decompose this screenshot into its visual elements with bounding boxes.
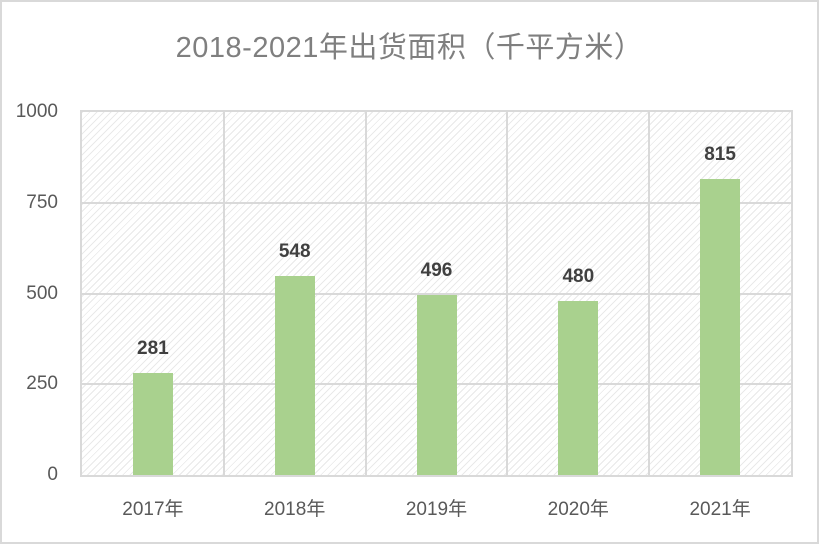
x-tick-label: 2017年 [122,499,184,520]
bar-value-label: 281 [137,338,169,359]
bar-2020年 [558,300,599,475]
x-tick-label: 2020年 [547,499,609,520]
plot-area: 281 548 496 480 815 [80,110,793,477]
y-tick-label: 0 [47,464,58,485]
bar-value-label: 815 [704,144,736,166]
y-tick-label: 500 [26,282,58,304]
chart-title: 2018-2021年出货面积（千平方米） [175,32,644,64]
horizontal-gridline [82,201,791,204]
bar-value-label: 496 [420,259,453,281]
bar-2018年 [274,276,315,475]
horizontal-gridline [82,292,791,295]
bar-2019年 [416,294,457,475]
x-tick-label: 2018年 [264,499,326,520]
bar-value-label: 548 [278,241,311,263]
bar-2021年 [700,179,741,475]
bar-value-label: 480 [562,265,595,287]
bar-2017年 [132,373,173,475]
y-tick-label: 1000 [15,101,58,122]
x-tick-label: 2021年 [689,499,751,520]
x-tick-label: 2019年 [405,499,468,520]
y-tick-label: 250 [26,373,58,395]
y-tick-label: 750 [26,191,58,213]
